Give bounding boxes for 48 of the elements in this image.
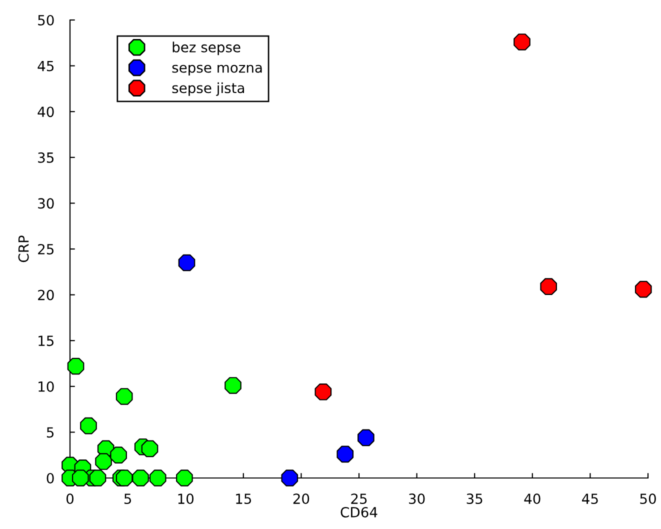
point [634,280,652,298]
point [540,278,557,295]
point [110,446,127,464]
point [132,470,149,486]
point [116,470,133,486]
legend-label: sepse mozna [172,64,262,76]
point [224,377,242,394]
y-tick-label: 40 [38,106,54,118]
point [141,440,158,458]
y-tick-label: 20 [38,290,54,300]
point [336,446,354,463]
x-tick-label: 10 [178,494,194,504]
y-tick-label: 35 [38,152,54,163]
point [80,417,97,434]
point [149,470,166,486]
point [116,388,133,405]
x-tick-label: 35 [466,494,482,504]
legend-label: bez sepse [172,42,240,56]
point [314,383,332,400]
y-tick-label: 25 [38,244,54,254]
x-tick-label: 40 [524,494,540,504]
x-tick-label: 15 [236,494,252,504]
y-tick-label: 5 [46,427,54,438]
y-tick-label: 45 [38,60,54,72]
y-tick-label: 30 [38,198,54,209]
y-axis-title: CRP [18,236,29,262]
point [281,470,298,486]
point [358,429,374,446]
point [178,254,196,272]
point [89,470,106,486]
x-tick-label: 45 [582,494,598,504]
legend-label: sepse jista [172,82,244,96]
point [67,358,84,375]
y-tick-label: 15 [38,336,54,346]
x-tick-label: 50 [640,494,656,504]
point [95,453,112,470]
y-tick-label: 0 [46,472,54,484]
x-tick-label: 0 [66,494,74,504]
x-tick-label: 20 [293,494,310,504]
point [72,470,89,486]
x-tick-label: 25 [351,494,367,504]
y-tick-label: 50 [38,14,54,26]
point [514,34,530,50]
x-tick-label: 30 [409,494,425,504]
point [176,470,193,486]
x-tick-label: 5 [124,494,132,504]
y-tick-label: 10 [38,381,54,392]
x-axis-title: CD64 [340,506,378,518]
